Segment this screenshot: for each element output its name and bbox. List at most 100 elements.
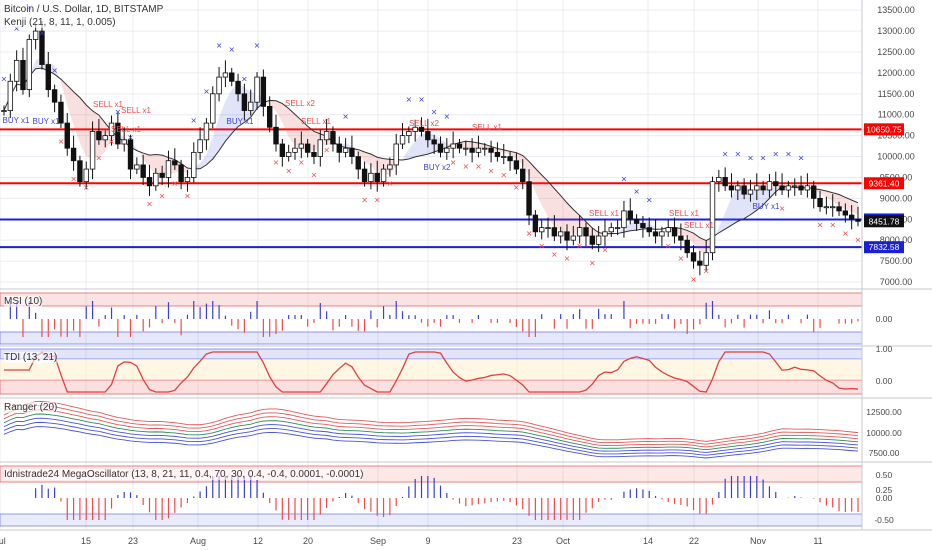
panel-tick-label: 1.00 bbox=[876, 344, 893, 354]
cloud-segment bbox=[845, 197, 852, 212]
buy-marker: × bbox=[39, 28, 46, 37]
buy-marker: × bbox=[406, 95, 413, 104]
sell-marker: × bbox=[184, 191, 191, 200]
cloud-segment bbox=[560, 195, 568, 233]
signal-label: SELL x1 bbox=[93, 100, 123, 109]
candle-body bbox=[640, 223, 646, 229]
buy-marker: × bbox=[51, 66, 58, 75]
candle-body bbox=[766, 181, 773, 191]
buy-marker: × bbox=[431, 108, 438, 117]
panel-title-mega: Idnistrade24 MegaOscillator (13, 8, 21, … bbox=[4, 469, 364, 480]
candle-body bbox=[785, 185, 792, 191]
candle-body bbox=[494, 151, 501, 157]
candle-body bbox=[26, 39, 33, 91]
candle-body bbox=[792, 185, 798, 188]
x-tick-label: Oct bbox=[556, 536, 571, 546]
candle-body bbox=[203, 122, 210, 141]
x-tick-label: 12 bbox=[253, 536, 263, 546]
sell-marker: × bbox=[374, 196, 381, 205]
x-tick-label: Sep bbox=[370, 536, 386, 546]
price-badge bbox=[864, 215, 904, 228]
sell-marker: × bbox=[488, 166, 495, 175]
cloud-segment bbox=[402, 149, 409, 161]
sell-marker: × bbox=[678, 254, 685, 263]
cloud-segment bbox=[472, 141, 479, 149]
panel-tick-label: 0.00 bbox=[876, 376, 893, 386]
candle-body bbox=[501, 156, 507, 158]
candles bbox=[1, 21, 861, 276]
candle-body bbox=[70, 147, 77, 162]
signal-marks: × × × × × × × × × × × × × × × × × × × × × × × × × × × × × × × × × × × × × × × ×… bbox=[1, 3, 862, 284]
x-tick-label: 23 bbox=[512, 536, 522, 546]
candle-body bbox=[266, 105, 273, 128]
sell-marker: × bbox=[298, 158, 305, 167]
cloud-segment bbox=[149, 154, 156, 175]
cloud-segment bbox=[630, 221, 637, 231]
candle-body bbox=[32, 30, 39, 40]
candle-body bbox=[798, 185, 804, 191]
candle-body bbox=[172, 160, 178, 166]
x-tick-label: Nov bbox=[750, 536, 767, 546]
candle-body bbox=[811, 185, 817, 199]
candle-body bbox=[121, 139, 127, 145]
candle-body bbox=[368, 172, 374, 183]
cloud-segment bbox=[415, 133, 422, 157]
sell-marker: × bbox=[665, 242, 672, 251]
cloud-segment bbox=[79, 97, 87, 157]
candle-body bbox=[595, 235, 602, 245]
cloud-segment bbox=[60, 79, 68, 106]
price-tick-label: 13000.00 bbox=[877, 26, 915, 36]
buy-marker: × bbox=[342, 112, 349, 121]
panel-tick-label: 0.00 bbox=[876, 314, 893, 324]
candle-body bbox=[304, 143, 311, 153]
buy-marker: × bbox=[785, 150, 792, 159]
candle-body bbox=[539, 227, 545, 233]
candle-body bbox=[437, 143, 444, 153]
candle-body bbox=[89, 131, 96, 170]
x-tick-label: 20 bbox=[303, 536, 313, 546]
candle-body bbox=[633, 218, 640, 224]
cloud-segment bbox=[832, 192, 840, 206]
cloud-segment bbox=[516, 152, 523, 165]
candle-body bbox=[323, 131, 330, 141]
panel-tick-label: 12500.00 bbox=[866, 407, 902, 417]
candle-body bbox=[115, 122, 121, 145]
buy-marker: × bbox=[216, 41, 223, 50]
signal-label: SELL x1 bbox=[669, 209, 699, 218]
candle-body bbox=[387, 164, 393, 170]
buy-marker: × bbox=[734, 150, 741, 159]
candle-body bbox=[602, 231, 608, 237]
candle-body bbox=[311, 151, 317, 157]
candle-body bbox=[393, 143, 399, 166]
candle-body bbox=[39, 30, 45, 65]
candle-body bbox=[520, 168, 526, 183]
sell-marker: × bbox=[171, 179, 178, 188]
sell-marker: × bbox=[475, 162, 482, 171]
price-badge-label: 9361.40 bbox=[869, 178, 900, 188]
candle-body bbox=[804, 185, 811, 191]
x-tick-label: Jul bbox=[0, 536, 6, 546]
sell-marker: × bbox=[323, 145, 330, 154]
sell-marker: × bbox=[842, 229, 849, 238]
candle-body bbox=[773, 181, 779, 187]
buy-marker: × bbox=[254, 41, 261, 50]
sell-marker: × bbox=[602, 246, 609, 255]
cloud-segment bbox=[567, 202, 574, 235]
cloud-segment bbox=[744, 186, 751, 219]
panel-tick-label: -0.50 bbox=[874, 515, 894, 525]
buy-marker: × bbox=[722, 150, 729, 159]
candle-body bbox=[210, 93, 216, 124]
candle-body bbox=[684, 239, 690, 254]
cloud-segment bbox=[725, 197, 732, 230]
sell-marker: × bbox=[829, 221, 836, 230]
sell-marker: × bbox=[551, 250, 558, 259]
panel-title-tdi: TDI (13, 21) bbox=[4, 352, 58, 363]
msi-label: MSI (10) bbox=[4, 296, 43, 307]
cloud-segment bbox=[592, 227, 599, 237]
candle-body bbox=[184, 177, 191, 183]
x-tick-label: 11 bbox=[813, 536, 822, 546]
candle-body bbox=[728, 185, 735, 191]
candle-body bbox=[551, 227, 558, 237]
panel-tick-label: 0.25 bbox=[876, 485, 893, 495]
